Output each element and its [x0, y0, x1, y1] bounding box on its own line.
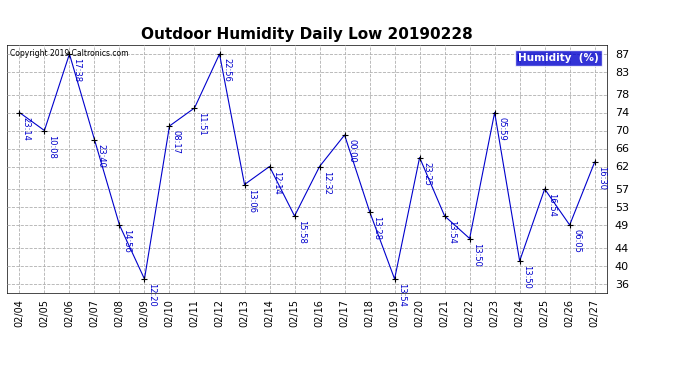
Text: 05:59: 05:59 — [497, 117, 506, 140]
Text: 12:14: 12:14 — [272, 171, 281, 194]
Text: 12:32: 12:32 — [322, 171, 331, 195]
Text: 17:38: 17:38 — [72, 58, 81, 82]
Legend: Humidity  (%): Humidity (%) — [515, 50, 602, 66]
Text: 13:06: 13:06 — [247, 189, 256, 213]
Text: 16:54: 16:54 — [547, 193, 556, 217]
Text: 13:50: 13:50 — [472, 243, 481, 267]
Text: 23:14: 23:14 — [22, 117, 31, 141]
Text: 23:40: 23:40 — [97, 144, 106, 168]
Text: 06:05: 06:05 — [572, 229, 581, 253]
Text: 13:50: 13:50 — [522, 265, 531, 289]
Text: 11:51: 11:51 — [197, 112, 206, 136]
Text: 13:28: 13:28 — [372, 216, 381, 240]
Text: 00:00: 00:00 — [347, 139, 356, 163]
Text: 12:20: 12:20 — [147, 283, 156, 307]
Text: 08:17: 08:17 — [172, 130, 181, 154]
Text: 16:30: 16:30 — [597, 166, 606, 190]
Text: 23:25: 23:25 — [422, 162, 431, 186]
Title: Outdoor Humidity Daily Low 20190228: Outdoor Humidity Daily Low 20190228 — [141, 27, 473, 42]
Text: 13:54: 13:54 — [397, 283, 406, 307]
Text: 13:54: 13:54 — [447, 220, 456, 244]
Text: Copyright 2019 Caltronics.com: Copyright 2019 Caltronics.com — [10, 49, 128, 58]
Text: 10:08: 10:08 — [47, 135, 56, 159]
Text: 15:58: 15:58 — [297, 220, 306, 244]
Text: 22:56: 22:56 — [222, 58, 231, 82]
Text: 14:56: 14:56 — [122, 229, 131, 253]
